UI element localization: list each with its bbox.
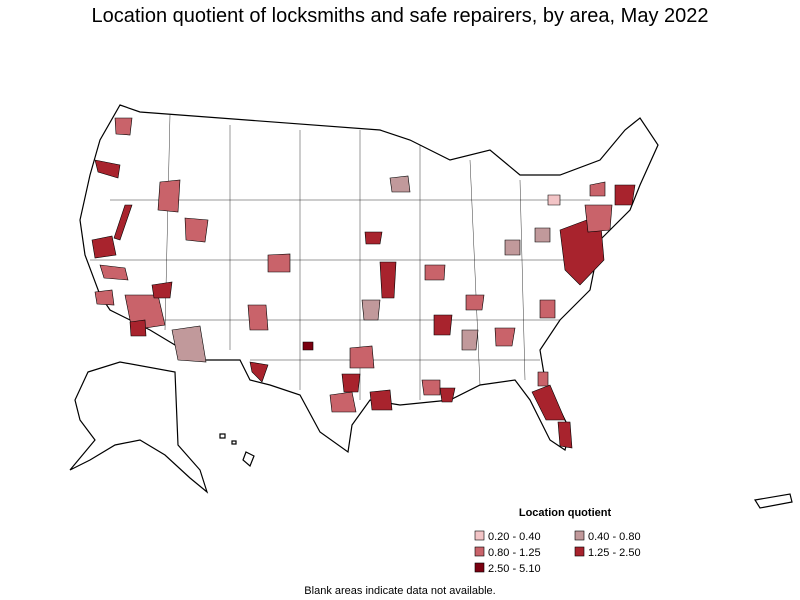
legend-swatch [474,562,485,573]
legend-swatch [474,530,485,541]
shaded-area [113,204,133,241]
shaded-area [461,329,479,351]
area-borders [90,114,600,400]
shaded-area [504,239,521,256]
shaded-area [424,264,446,281]
shaded-area [364,231,383,245]
shaded-area [494,327,516,347]
shaded-area [379,261,397,299]
shaded-area [584,204,613,233]
legend-title: Location quotient [519,507,612,519]
legend: Location quotient 0.20 - 0.40 0.40 - 0.80… [474,507,641,575]
shaded-area [267,253,291,273]
shaded-area [369,389,393,411]
shaded-area [114,117,133,136]
shaded-area [302,341,314,351]
alaska [69,361,209,494]
shaded-area [614,184,636,206]
shaded-area [94,289,115,306]
shaded-area [157,179,181,213]
map [69,104,793,509]
shaded-area [421,379,441,396]
shaded-area [91,235,117,259]
shaded-area [99,264,129,281]
shaded-area [171,325,207,363]
legend-swatch [574,530,585,541]
shaded-area [465,294,485,311]
shaded-area [361,299,381,321]
shaded-area [329,391,357,413]
legend-label: 0.20 - 0.40 [488,531,541,543]
shaded-areas [91,117,636,449]
hawaii [219,433,255,468]
footnote: Blank areas indicate data not available. [304,585,495,597]
legend-label: 0.80 - 1.25 [488,547,541,559]
shaded-area [433,314,453,336]
shaded-area [151,281,173,299]
shaded-area [539,299,556,319]
legend-swatch [474,546,485,557]
shaded-area [439,387,456,403]
legend-label: 1.25 - 2.50 [588,547,641,559]
shaded-area [349,345,375,369]
shaded-area [247,304,269,331]
shaded-area [547,194,561,206]
shaded-area [537,371,549,387]
shaded-area [534,227,551,243]
shaded-area [249,361,269,383]
legend-swatch [574,546,585,557]
shaded-area [589,181,606,197]
map-title: Location quotient of locksmiths and safe… [91,5,708,27]
shaded-area [531,384,566,421]
legend-label: 0.40 - 0.80 [588,531,641,543]
shaded-area [389,175,411,193]
puerto-rico [754,493,793,509]
shaded-area [341,373,361,393]
shaded-area [94,159,121,179]
shaded-area [129,319,147,337]
legend-label: 2.50 - 5.10 [488,563,541,575]
shaded-area [557,421,573,449]
shaded-area [184,217,209,243]
contiguous-us [79,104,659,454]
